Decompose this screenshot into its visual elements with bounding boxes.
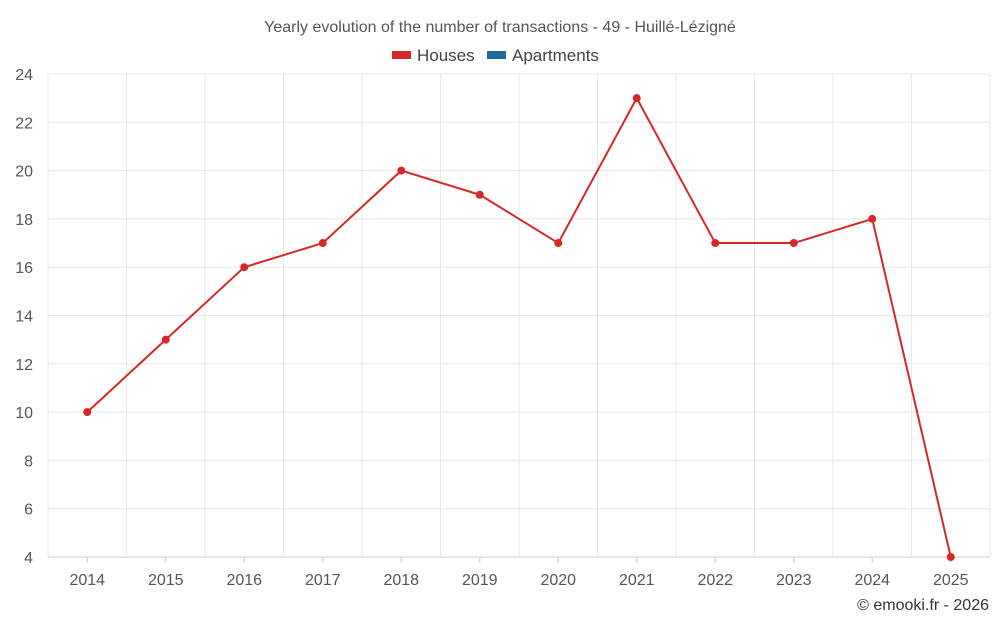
series-line-houses (86, 97, 952, 558)
y-tick-label: 4 (24, 550, 33, 567)
data-point-houses[interactable] (318, 239, 327, 248)
data-point-houses[interactable] (554, 239, 563, 248)
data-point-houses[interactable] (868, 214, 877, 223)
y-tick-label: 12 (15, 357, 33, 374)
data-point-houses[interactable] (397, 166, 406, 175)
legend-label-houses: Houses (417, 46, 475, 65)
y-tick-label: 24 (15, 67, 33, 84)
legend: Houses Apartments (392, 46, 599, 65)
legend-item-apartments[interactable]: Apartments (487, 46, 599, 65)
data-point-houses[interactable] (789, 239, 798, 248)
grid (47, 73, 991, 557)
legend-swatch-apartments (487, 51, 506, 59)
y-tick-label: 22 (15, 115, 33, 132)
x-tick-label: 2021 (619, 572, 655, 589)
data-point-houses[interactable] (632, 94, 641, 103)
data-point-houses[interactable] (475, 190, 484, 199)
x-tick-label: 2018 (383, 572, 419, 589)
x-tick-label: 2017 (305, 572, 341, 589)
legend-swatch-houses (392, 51, 411, 59)
data-point-houses[interactable] (161, 335, 170, 344)
legend-label-apartments: Apartments (512, 46, 599, 65)
x-tick-label: 2015 (148, 572, 184, 589)
y-tick-label: 18 (15, 212, 33, 229)
legend-item-houses[interactable]: Houses (392, 46, 475, 65)
x-tick-label: 2019 (462, 572, 498, 589)
x-tick-label: 2020 (540, 572, 576, 589)
data-point-houses[interactable] (946, 553, 955, 561)
y-tick-label: 20 (15, 164, 33, 181)
y-tick-label: 6 (24, 502, 33, 519)
x-tick-label: 2025 (933, 572, 969, 589)
data-point-houses[interactable] (83, 408, 92, 417)
y-tick-label: 10 (15, 405, 33, 422)
y-tick-label: 8 (24, 453, 33, 470)
y-tick-label: 14 (15, 309, 33, 326)
chart-title: Yearly evolution of the number of transa… (264, 19, 736, 36)
y-tick-label: 16 (15, 260, 33, 277)
credit-text: © emooki.fr - 2026 (857, 597, 989, 614)
data-point-houses[interactable] (711, 239, 720, 248)
x-tick-label: 2023 (776, 572, 812, 589)
x-tick-label: 2016 (226, 572, 262, 589)
data-point-houses[interactable] (240, 263, 249, 272)
x-tick-label: 2022 (697, 572, 733, 589)
x-tick-label: 2014 (69, 572, 105, 589)
series (83, 94, 955, 561)
x-tick-label: 2024 (854, 572, 890, 589)
